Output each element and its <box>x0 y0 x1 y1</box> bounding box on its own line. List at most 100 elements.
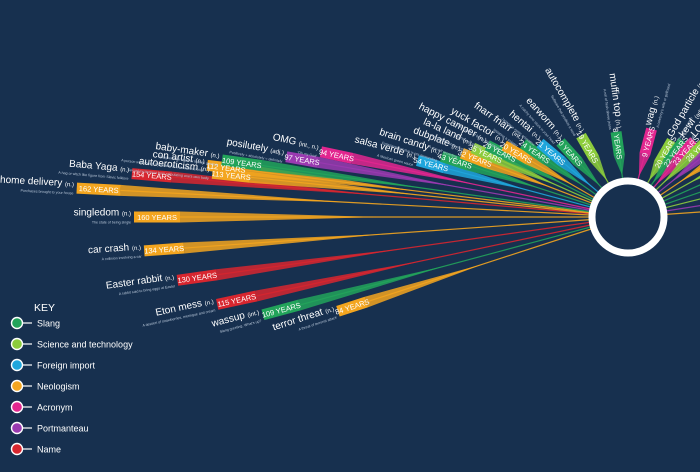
ray-31 <box>663 211 700 216</box>
ray-wedge-32 <box>364 263 485 308</box>
word-2: Baba Yaga <box>69 159 121 174</box>
pos-4: (n.) <box>195 158 205 165</box>
word-36: car crash <box>88 242 133 256</box>
pos-9: (n.) <box>430 147 440 155</box>
ray-wedge-19 <box>638 152 651 177</box>
definition-1: Purchases brought to your house <box>20 189 73 196</box>
value-badge-36 <box>143 242 185 257</box>
ray-wedge-25 <box>679 164 700 183</box>
definition-7: 'Oh my God' <box>297 150 317 158</box>
pos-11: (n.) <box>462 138 473 147</box>
word-label-0: singledom (n.) <box>74 208 131 219</box>
value-label-0: 160 YEARS <box>137 213 177 222</box>
definition-36: A collision involving a car <box>102 254 143 261</box>
legend-label-neologism: Neologism <box>37 382 80 392</box>
value-badge-1 <box>76 182 121 196</box>
value-badge-15 <box>536 138 565 166</box>
ray-29 <box>662 198 700 209</box>
definition-18: A roll of flesh above jeans <box>602 89 612 130</box>
value-badge-8 <box>416 155 446 174</box>
pos-10: (n.) <box>450 144 461 153</box>
pos-32: (n.) <box>325 307 335 315</box>
value-badge-6 <box>285 151 319 168</box>
ray-wedge-6 <box>316 156 458 187</box>
legend-item-portmanteau: Portmanteau <box>10 421 89 435</box>
value-label-2: 154 YEARS <box>132 169 173 181</box>
value-badge-7 <box>319 146 354 164</box>
ray-wedge-23 <box>662 152 695 184</box>
value-badge-21 <box>663 137 688 166</box>
legend-dot-slang <box>10 316 24 330</box>
value-badge-23 <box>686 139 700 161</box>
ray-27 <box>660 184 700 203</box>
ray-wedge-1 <box>120 184 349 203</box>
ray-28 <box>661 191 700 206</box>
pos-36: (n.) <box>132 246 141 253</box>
pos-13: (n.) <box>494 135 505 145</box>
ray-wedge-36 <box>183 234 384 254</box>
ray-wedge-15 <box>557 156 592 187</box>
definition-0: The state of being single <box>92 221 131 225</box>
ray-wedge-26 <box>688 175 700 184</box>
legend-label-science: Science and technology <box>37 340 133 350</box>
legend-item-neologism: Neologism <box>10 379 80 393</box>
legend-dot-neologism <box>10 379 24 393</box>
pos-34: (n.) <box>204 300 214 308</box>
value-badge-32 <box>336 296 369 317</box>
legend-item-slang: Slang <box>10 316 60 330</box>
value-label-34: 115 YEARS <box>217 292 257 309</box>
value-badge-35 <box>176 269 218 286</box>
value-badge-33 <box>261 299 302 321</box>
ray-wedge-24 <box>670 152 700 183</box>
pos-33: (int.) <box>247 310 260 319</box>
ray-wedge-21 <box>652 158 673 184</box>
value-badge-9 <box>439 151 470 171</box>
value-badge-22 <box>673 137 699 165</box>
value-badge-19 <box>639 127 657 156</box>
value-badge-0 <box>134 211 180 223</box>
legend-dot-acronym <box>10 400 24 414</box>
legend-label-foreign: Foreign import <box>37 361 96 371</box>
legend-label-portmanteau: Portmanteau <box>37 424 89 434</box>
pos-15: (n.) <box>530 131 541 141</box>
pos-2: (n.) <box>120 167 129 174</box>
value-badge-34 <box>216 290 258 310</box>
rays <box>76 127 700 321</box>
pos-14: (int.) <box>511 130 524 142</box>
pos-18: (n.) <box>614 119 621 129</box>
value-label-18: 8 YEARS <box>611 128 624 160</box>
definition-35: A rabbit said to bring eggs at Easter <box>119 284 177 296</box>
value-badge-10 <box>459 148 490 169</box>
pos-1: (n.) <box>65 182 74 188</box>
ray-wedge-34 <box>255 260 424 302</box>
ray-wedge-18 <box>613 154 625 176</box>
value-label-32: 84 YEARS <box>334 297 371 317</box>
legend-dot-foreign <box>10 358 24 372</box>
legend-dot-name <box>10 442 24 456</box>
ray-wedge-13 <box>525 154 574 186</box>
pos-7: (int., n.) <box>298 141 319 151</box>
hub-ring <box>588 177 668 257</box>
ray-wedge-33 <box>298 265 448 311</box>
value-badge-14 <box>519 139 550 165</box>
ray-wedge-22 <box>655 156 682 186</box>
word-1: home delivery <box>0 175 65 189</box>
pos-21: (adj.) <box>694 106 700 121</box>
ray-wedge-20 <box>649 160 664 181</box>
value-badge-2 <box>131 168 173 183</box>
value-badge-13 <box>501 140 532 165</box>
value-badge-17 <box>576 132 599 161</box>
value-badge-12 <box>484 140 515 163</box>
value-badge-5 <box>221 154 263 171</box>
legend-label-name: Name <box>37 445 61 455</box>
pos-0: (n.) <box>122 212 131 218</box>
word-label-7: OMG (int., n.) <box>272 132 320 153</box>
definition-2: A hag or witch like figure from Slavic f… <box>58 171 128 181</box>
word-label-36: car crash (n.) <box>88 242 142 257</box>
word-label-1: home delivery (n.) <box>0 175 74 190</box>
ray-wedge-5 <box>260 160 427 189</box>
legend-item-name: Name <box>10 442 61 456</box>
legend-label-slang: Slang <box>37 319 60 329</box>
